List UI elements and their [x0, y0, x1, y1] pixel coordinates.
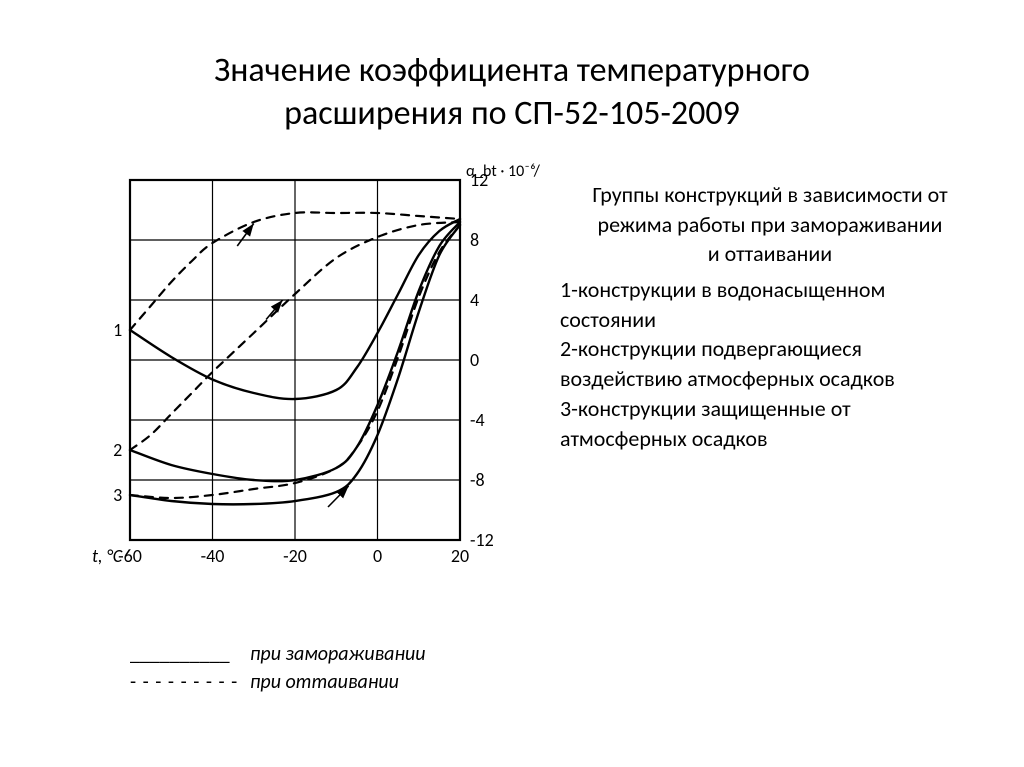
description-item-3: 3-конструкции защищенные от атмосферных …	[560, 394, 980, 453]
y-tick-label: 8	[470, 229, 479, 251]
description-item-2: 2-конструкции подвергающиеся воздействию…	[560, 334, 980, 393]
curve-label: 2	[113, 439, 122, 461]
y-tick-label: -4	[470, 409, 485, 431]
description-block: Группы конструкций в зависимости от режи…	[560, 180, 980, 453]
slide-title: Значение коэффициента температурного рас…	[0, 50, 1024, 135]
x-tick-label: 0	[373, 545, 382, 567]
description-intro: Группы конструкций в зависимости от режи…	[590, 180, 950, 269]
legend-key-dashed: - - - - - - - - -	[130, 668, 250, 696]
chart-legend: __________при замораживании- - - - - - -…	[130, 640, 426, 696]
chart-container: -60-40-20020t, °C-12-8-404812α_bt · 10⁻⁶…	[60, 160, 540, 620]
curve-label: 1	[113, 319, 122, 341]
x-tick-label: -20	[283, 545, 307, 567]
legend-label: при оттаивании	[250, 670, 399, 694]
x-axis-label: t, °C	[92, 545, 123, 567]
y-axis-label: α_bt · 10⁻⁶/°C	[466, 162, 540, 181]
y-tick-label: 0	[470, 349, 479, 371]
x-tick-label: -40	[201, 545, 225, 567]
expansion-coefficient-chart: -60-40-20020t, °C-12-8-404812α_bt · 10⁻⁶…	[60, 160, 540, 590]
y-tick-label: -12	[470, 529, 494, 551]
title-line1: Значение коэффициента температурного	[214, 50, 810, 91]
curve-label: 3	[113, 484, 122, 506]
legend-row-2: - - - - - - - - -при оттаивании	[130, 668, 426, 696]
y-tick-label: -8	[470, 469, 485, 491]
legend-row-1: __________при замораживании	[130, 640, 426, 668]
arrow2	[266, 300, 283, 320]
title-line2: расширения по СП-52-105-2009	[284, 93, 740, 134]
y-tick-label: 4	[470, 289, 479, 311]
legend-label: при замораживании	[250, 642, 426, 666]
description-item-1: 1-конструкции в водонасыщенном состоянии	[560, 275, 980, 334]
arrow3	[328, 486, 349, 507]
x-tick-label: 20	[451, 545, 469, 567]
legend-key-solid: __________	[130, 640, 250, 668]
